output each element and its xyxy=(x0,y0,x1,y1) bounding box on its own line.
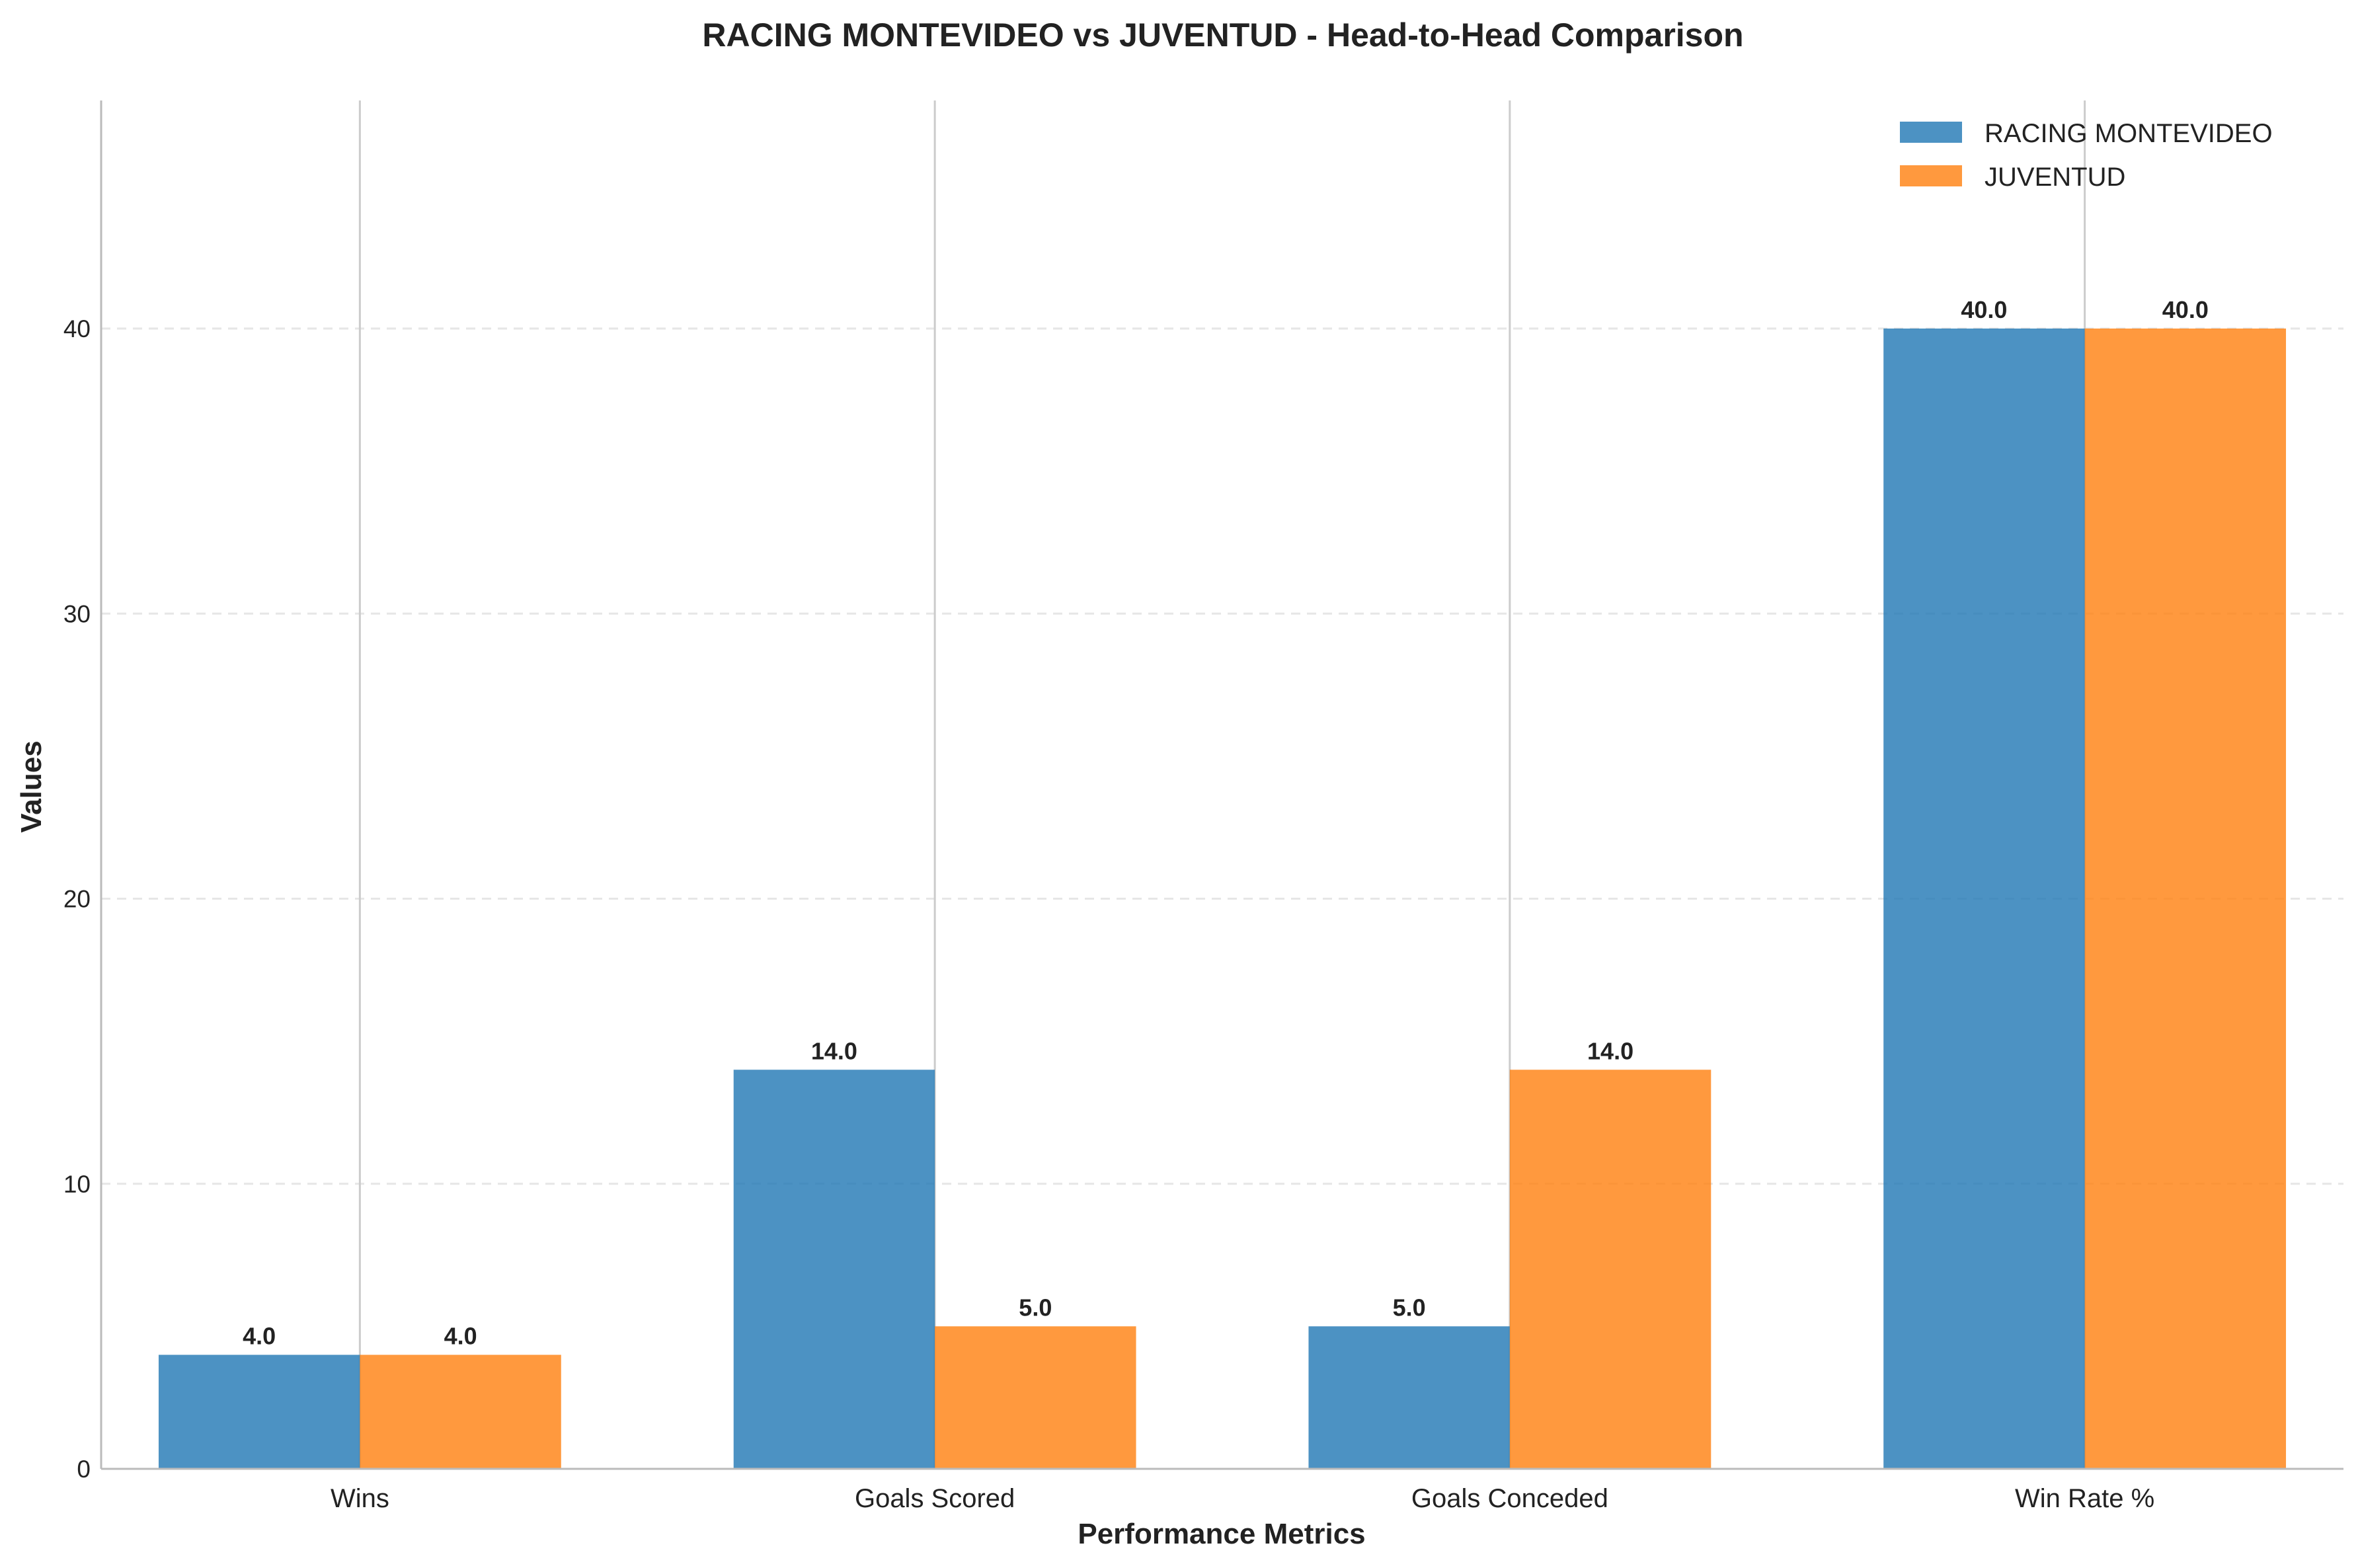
y-tick-label: 20 xyxy=(63,886,91,913)
bar xyxy=(360,1354,561,1469)
bars-layer xyxy=(158,329,2287,1469)
bar xyxy=(2084,329,2287,1469)
x-tick-label: Goals Conceded xyxy=(1411,1484,1608,1513)
y-tick-label: 10 xyxy=(63,1171,91,1198)
y-tick-label: 40 xyxy=(63,315,91,342)
x-tick-label: Win Rate % xyxy=(2015,1484,2154,1513)
legend-label: RACING MONTEVIDEO xyxy=(1985,119,2273,148)
data-label: 40.0 xyxy=(1961,296,2007,323)
y-axis-label: Values xyxy=(15,740,48,832)
x-tick-label: Wins xyxy=(331,1484,389,1513)
bar xyxy=(1509,1070,1711,1469)
data-label: 4.0 xyxy=(444,1323,477,1350)
y-tick-label: 0 xyxy=(77,1456,91,1483)
legend-swatch xyxy=(1900,165,1962,186)
y-tick-label: 30 xyxy=(63,600,91,627)
bar xyxy=(1883,329,2085,1469)
data-label: 14.0 xyxy=(1587,1037,1633,1064)
x-tick-label: Goals Scored xyxy=(855,1484,1015,1513)
bar xyxy=(935,1326,1136,1469)
x-axis-label: Performance Metrics xyxy=(1078,1518,1365,1550)
chart-title: RACING MONTEVIDEO vs JUVENTUD - Head-to-… xyxy=(702,17,1743,54)
data-label: 5.0 xyxy=(1019,1294,1052,1321)
data-label: 4.0 xyxy=(243,1323,276,1350)
legend-swatch xyxy=(1900,122,1962,143)
legend: RACING MONTEVIDEO JUVENTUD xyxy=(1900,119,2273,192)
data-labels-layer: 4.0 14.0 5.0 40.0 4.0 5.0 14.0 40.0 xyxy=(243,296,2209,1350)
bar xyxy=(158,1354,360,1469)
data-label: 5.0 xyxy=(1393,1294,1426,1321)
data-label: 14.0 xyxy=(811,1037,857,1064)
legend-label: JUVENTUD xyxy=(1985,163,2125,192)
bar xyxy=(733,1070,935,1469)
axes-layer: 0 10 20 30 40 Wins Goals Scored Goals Conceded W… xyxy=(63,100,2343,1513)
bar xyxy=(1308,1326,1510,1469)
data-label: 40.0 xyxy=(2162,296,2209,323)
